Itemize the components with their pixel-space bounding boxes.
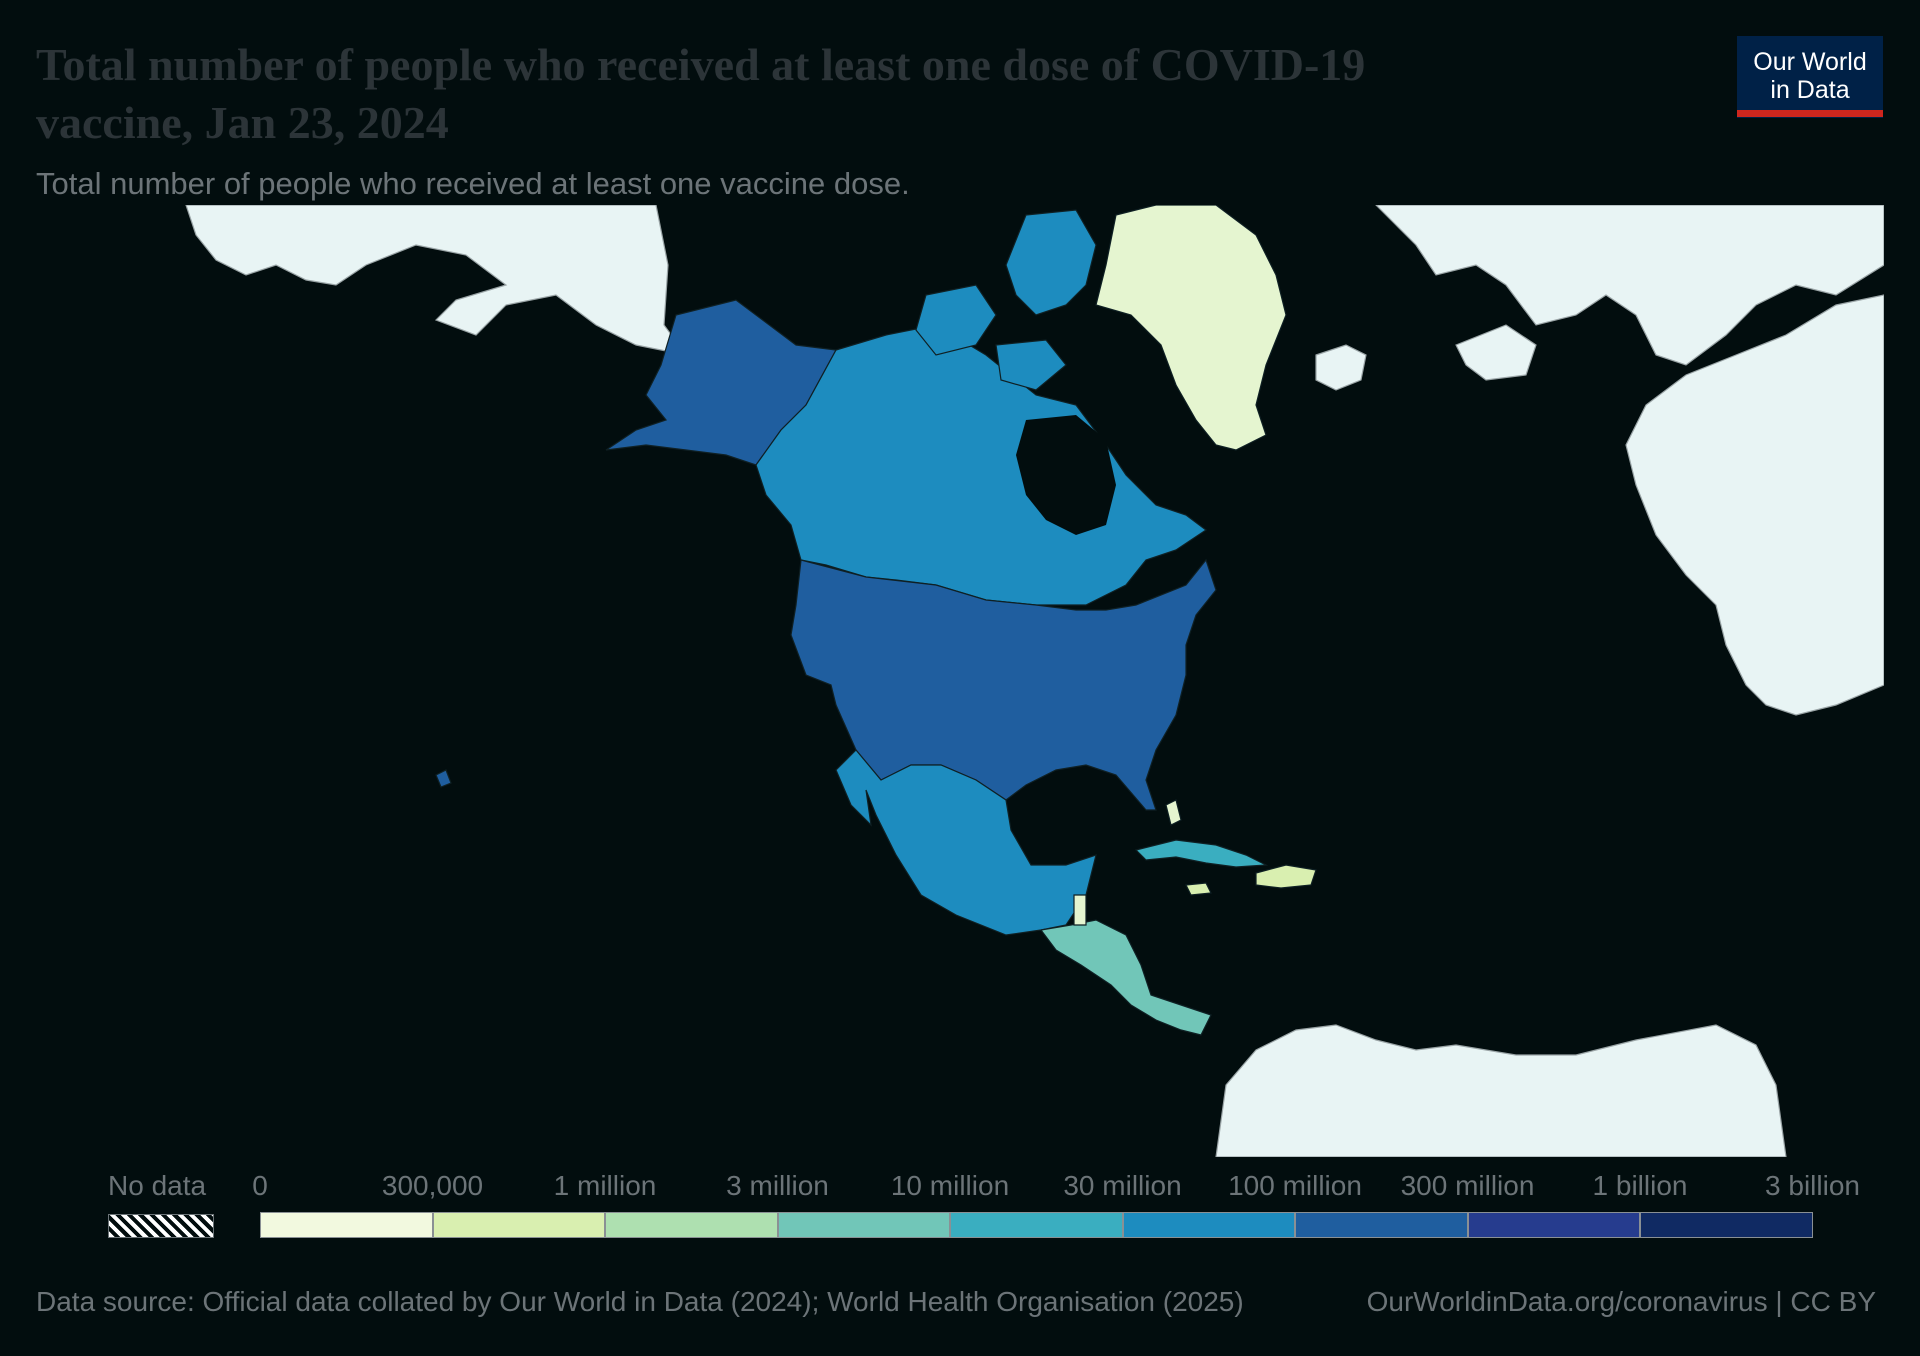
data-source: Data source: Official data collated by O… (36, 1286, 1244, 1317)
legend-bin-7[interactable] (1467, 1212, 1640, 1238)
legend-tick-label: 3 million (726, 1170, 829, 1201)
belize[interactable] (1073, 894, 1087, 926)
legend-bin-0[interactable] (260, 1212, 433, 1238)
legend-bin-6[interactable] (1295, 1212, 1468, 1238)
license-link[interactable]: OurWorldinData.org/coronavirus | CC BY (1366, 1286, 1876, 1317)
legend-bin-3[interactable] (777, 1212, 950, 1238)
hudson-bay (1016, 415, 1116, 535)
iceland[interactable] (1315, 344, 1367, 391)
legend-bin-1[interactable] (432, 1212, 605, 1238)
choropleth-map[interactable] (36, 205, 1884, 1157)
legend-bin-8[interactable] (1640, 1212, 1813, 1238)
legend-tick-label: 3 billion (1765, 1170, 1860, 1201)
legend-color-bins (260, 1212, 1813, 1238)
south-america[interactable] (1215, 1024, 1787, 1157)
legend-tick-label: 30 million (1063, 1170, 1182, 1201)
europe[interactable] (1375, 205, 1884, 366)
logo-line-2: in Data (1770, 76, 1850, 104)
legend-tick-label: 1 million (553, 1170, 657, 1201)
united-states[interactable] (790, 558, 1217, 811)
legend-bin-5[interactable] (1122, 1212, 1295, 1238)
iberia-islands[interactable] (1455, 324, 1537, 381)
jamaica[interactable] (1185, 882, 1212, 896)
hawaii[interactable] (435, 769, 452, 788)
legend-tick-label: 10 million (890, 1170, 1010, 1201)
cuba[interactable] (1134, 839, 1269, 868)
canadian-arctic-islands[interactable] (915, 209, 1097, 391)
canada[interactable] (755, 324, 1208, 606)
greenland[interactable] (1095, 205, 1287, 451)
logo-accent-bar (1737, 110, 1883, 117)
legend-no-data-swatch[interactable] (108, 1214, 214, 1238)
legend-bin-4[interactable] (950, 1212, 1123, 1238)
owid-logo[interactable]: Our World in Data (1737, 36, 1883, 118)
africa[interactable] (1625, 294, 1884, 716)
chart-subtitle: Total number of people who received at l… (36, 166, 910, 201)
legend-tick-label: 300,000 (381, 1170, 484, 1201)
legend-tick-label: 300 million (1400, 1170, 1535, 1201)
russia-far-east[interactable] (185, 205, 688, 356)
legend-tick-label: 0 (252, 1170, 268, 1201)
central-america[interactable] (1039, 919, 1212, 1036)
alaska[interactable] (605, 299, 837, 466)
bahamas[interactable] (1165, 799, 1182, 826)
legend-tick-label: 1 billion (1592, 1170, 1688, 1201)
hispaniola[interactable] (1255, 864, 1317, 889)
legend-bin-2[interactable] (605, 1212, 778, 1238)
legend-no-data-label: No data (108, 1170, 207, 1201)
chart-title: Total number of people who received at l… (36, 39, 1366, 148)
logo-line-1: Our World (1753, 48, 1867, 76)
mexico[interactable] (835, 749, 1097, 936)
legend-tick-label: 100 million (1228, 1170, 1362, 1201)
